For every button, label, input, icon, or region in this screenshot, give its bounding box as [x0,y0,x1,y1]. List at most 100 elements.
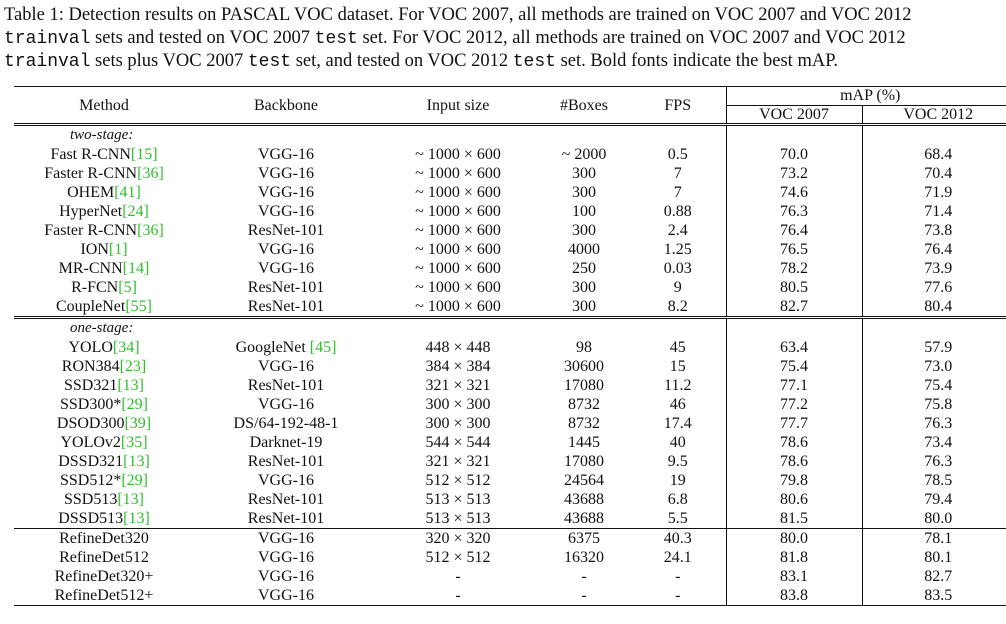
cell-input-size: - [455,568,461,585]
cell-fps: 17.4 [663,415,692,432]
citation-link[interactable]: [29] [121,472,148,489]
cell-boxes: 8732 [568,396,600,413]
cell-backbone: ResNet-101 [194,278,378,297]
backbone-name: VGG-16 [258,396,314,413]
cell-fps: 0.88 [663,203,692,220]
cell-backbone: VGG-16 [194,528,378,548]
cell-input-size: ~ 1000 × 600 [415,260,501,277]
cell-input-size: 320 × 320 [378,528,538,548]
backbone-name: ResNet-101 [247,510,325,527]
cell-method: YOLO[34] [14,338,194,357]
cell-method: HyperNet[24] [14,202,194,221]
cell-backbone: VGG-16 [194,357,378,376]
backbone-name: VGG-16 [258,203,314,220]
table-row: RefineDet320+ VGG-16 - - - 83.1 82.7 [14,567,1006,586]
cell-fps: 40 [669,434,686,451]
table-row: SSD300*[29] VGG-16 300 × 300 8732 46 77.2 75.8 [14,395,1006,414]
cell-voc2007: 79.8 [725,471,862,490]
cell-backbone: ResNet-101 [194,376,378,395]
cell-voc2007: 80.0 [725,528,862,548]
citation-link[interactable]: [35] [120,434,148,451]
method-name: RefineDet512 [59,549,149,566]
method-name: CoupleNet [56,298,126,315]
citation-link[interactable]: [13] [117,377,144,394]
caption-code-test: test [512,52,556,72]
citation-link[interactable]: [34] [112,339,140,356]
citation-link[interactable]: [29] [121,396,148,413]
cell-fps: 45 [669,339,686,356]
method-name: SSD512* [59,472,122,489]
method-name: Faster R-CNN [44,222,138,239]
cell-input-size: 512 × 512 [425,472,491,489]
citation-link[interactable]: [1] [108,241,128,258]
cell-input-size: ~ 1000 × 600 [415,222,501,239]
cell-backbone: VGG-16 [194,548,378,567]
citation-link[interactable]: [39] [124,415,152,432]
citation-link[interactable]: [36] [137,165,164,182]
header-backbone: Backbone [194,86,378,125]
cell-boxes: - [581,568,587,585]
results-table: Method Backbone Input size #Boxes FPS mA… [14,86,1006,606]
cell-boxes: 300 [572,298,596,315]
caption-line-2: trainval sets and tested on VOC 2007 tes… [4,27,1006,50]
cell-backbone: VGG-16 [194,395,378,414]
cell-fps: 0.5 [667,146,688,163]
cell-voc2007: 83.1 [725,567,862,586]
cell-voc2012: 80.0 [861,509,1006,529]
cell-fps: 24.1 [663,549,692,566]
citation-link[interactable]: [41] [114,184,141,201]
method-name: SSD321 [63,377,118,394]
cell-backbone: VGG-16 [194,202,378,221]
caption-line-1: Table 1: Detection results on PASCAL VOC… [4,5,912,25]
backbone-name: VGG-16 [258,184,314,201]
citation-link[interactable]: [36] [137,222,164,239]
citation-link[interactable]: [15] [130,146,158,163]
cell-fps: 46 [669,396,686,413]
cell-voc2012: 82.7 [861,567,1006,586]
cell-method: MR-CNN[14] [14,259,194,278]
cell-method: RON384[23] [14,357,194,376]
cell-boxes: 8732 [568,415,600,432]
citation-link[interactable]: [5] [118,279,137,296]
cell-voc2012: 73.0 [861,357,1006,376]
cell-voc2007: 81.5 [725,509,862,529]
cell-backbone: ResNet-101 [194,509,378,529]
cell-method: SSD512*[29] [14,471,194,490]
caption-code-test: test [314,29,358,49]
method-name: RefineDet320+ [54,568,154,585]
citation-link[interactable]: [13] [123,510,150,527]
cell-method: CoupleNet[55] [14,297,194,318]
citation-link[interactable]: [55] [125,298,152,315]
citation-link[interactable]: [45] [305,339,337,356]
backbone-name: ResNet-101 [247,491,325,508]
cell-input-size: ~ 1000 × 600 [415,279,501,296]
header-method: Method [14,86,194,125]
cell-voc2007: 78.6 [725,452,862,471]
backbone-name: VGG-16 [258,472,314,489]
citation-link[interactable]: [13] [123,453,150,470]
backbone-name: VGG-16 [258,260,314,277]
cell-backbone: VGG-16 [194,240,378,259]
table-row: CoupleNet[55] ResNet-101 ~ 1000 × 600 300 8.… [14,297,1006,318]
cell-method: DSSD513[13] [14,509,194,529]
cell-boxes: 17080 [564,453,604,470]
table-row: Fast R-CNN[15] VGG-16 ~ 1000 × 600 ~ 2000 0.… [14,145,1006,164]
cell-voc2012: 76.3 [861,452,1006,471]
citation-link[interactable]: [23] [119,358,147,375]
cell-fps: 9.5 [667,453,688,470]
citation-link[interactable]: [24] [122,203,149,220]
method-name: RefineDet512+ [54,587,154,604]
table-row: YOLO[34] GoogleNet [45] 448 × 448 98 45 63.4 5… [14,338,1006,357]
table-row: DSOD300[39] DS/64-192-48-1 300 × 300 8732 17… [14,414,1006,433]
table-row: RefineDet320 VGG-16 320 × 320 6375 40.3 80.0 7… [14,528,1006,548]
cell-fps: - [630,586,726,606]
cell-input-size: 321 × 321 [425,453,491,470]
cell-boxes: - [538,586,630,606]
cell-backbone: DS/64-192-48-1 [194,414,378,433]
cell-boxes: 4000 [568,241,600,258]
cell-voc2012: 71.4 [861,202,1006,221]
method-name: Fast R-CNN [50,146,131,163]
cell-backbone: VGG-16 [194,471,378,490]
citation-link[interactable]: [14] [122,260,150,277]
citation-link[interactable]: [13] [117,491,144,508]
